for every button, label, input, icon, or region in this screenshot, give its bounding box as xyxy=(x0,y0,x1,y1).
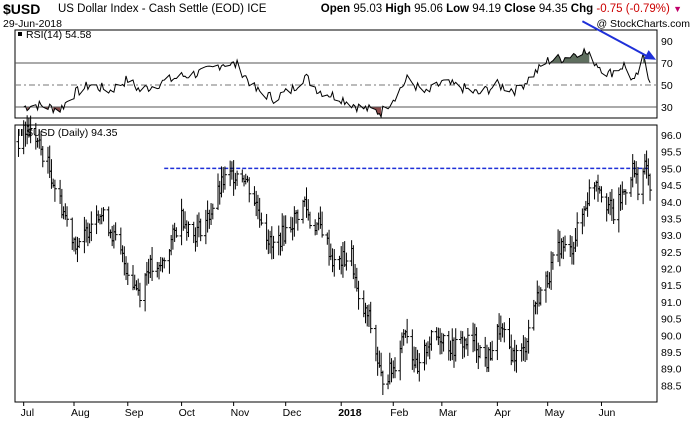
close-value: 94.35 xyxy=(538,3,568,15)
description-text: US Dollar Index - Cash Settle (EOD) xyxy=(58,3,244,15)
rsi-panel-frame xyxy=(14,29,658,119)
down-triangle-icon: ▼ xyxy=(673,4,682,14)
x-tick-label: Feb xyxy=(390,407,408,419)
rsi-label: RSI(14) 54.58 xyxy=(26,29,92,41)
x-tick-label: 2018 xyxy=(338,407,362,419)
price-tick-label: 95.0 xyxy=(661,163,682,175)
price-tick-label: 94.5 xyxy=(661,180,682,192)
price-bars xyxy=(16,115,653,396)
price-tick-label: 91.5 xyxy=(661,280,682,292)
x-tick-label: Apr xyxy=(494,407,511,419)
ohlc-summary: Open 95.03 High 95.06 Low 94.19 Close 94… xyxy=(321,3,682,15)
rsi-line xyxy=(23,47,651,119)
price-tick-label: 90.5 xyxy=(661,314,682,326)
rsi-tick-label: 50 xyxy=(661,80,673,92)
price-legend-marker xyxy=(21,129,23,136)
rsi-overbought-fill xyxy=(551,48,590,63)
price-tick-label: 92.5 xyxy=(661,247,682,259)
change-label: Chg xyxy=(570,3,594,15)
price-tick-label: 93.5 xyxy=(661,213,682,225)
description-label: US Dollar Index - Cash Settle (EOD) ICE xyxy=(58,3,266,15)
high-label: High xyxy=(385,3,411,15)
rsi-arrow-shaft xyxy=(581,20,651,59)
price-tick-label: 88.5 xyxy=(661,380,682,392)
rsi-oversold-fill xyxy=(370,107,382,117)
open-value: 95.03 xyxy=(353,3,383,15)
rsi-tick-label: 30 xyxy=(661,102,673,114)
price-tick-label: 91.0 xyxy=(661,297,682,309)
date-label: 29-Jun-2018 xyxy=(3,18,62,30)
price-panel-frame xyxy=(14,124,658,403)
x-tick-label: Aug xyxy=(71,407,90,419)
price-tick-label: 94.0 xyxy=(661,197,682,209)
x-tick-label: Dec xyxy=(283,407,302,419)
price-tick-label: 95.5 xyxy=(661,147,682,159)
symbol-label: $USD xyxy=(3,1,41,17)
rsi-oversold-fill xyxy=(53,107,61,113)
x-tick-label: Jul xyxy=(21,407,34,419)
x-tick-label: Sep xyxy=(125,407,144,419)
price-tick-label: 93.0 xyxy=(661,230,682,242)
low-value: 94.19 xyxy=(472,3,502,15)
x-tick-label: Mar xyxy=(439,407,458,419)
watermark: @ StockCharts.com xyxy=(596,18,690,30)
open-label: Open xyxy=(320,3,351,15)
price-tick-label: 89.0 xyxy=(661,364,682,376)
exchange-text: ICE xyxy=(247,3,267,15)
x-tick-label: Jun xyxy=(598,407,615,419)
rsi-legend-marker xyxy=(18,32,22,36)
rsi-tick-label: 90 xyxy=(661,36,673,48)
price-legend-marker xyxy=(18,129,20,136)
price-tick-label: 96.0 xyxy=(661,130,682,142)
x-tick-label: Nov xyxy=(231,407,250,419)
low-label: Low xyxy=(446,3,470,15)
chart-header: $USD US Dollar Index - Cash Settle (EOD)… xyxy=(0,0,700,30)
close-label: Close xyxy=(504,3,536,15)
price-tick-label: 89.5 xyxy=(661,347,682,359)
price-tick-label: 90.0 xyxy=(661,330,682,342)
x-tick-label: Oct xyxy=(179,407,195,419)
rsi-tick-label: 70 xyxy=(661,58,673,70)
x-tick-label: May xyxy=(545,407,566,419)
change-value: -0.75 (-0.79%) xyxy=(596,3,670,15)
rsi-arrow-head xyxy=(643,50,657,60)
high-value: 95.06 xyxy=(414,3,443,15)
price-label: $USD (Daily) 94.35 xyxy=(27,127,118,139)
price-tick-label: 92.0 xyxy=(661,264,682,276)
